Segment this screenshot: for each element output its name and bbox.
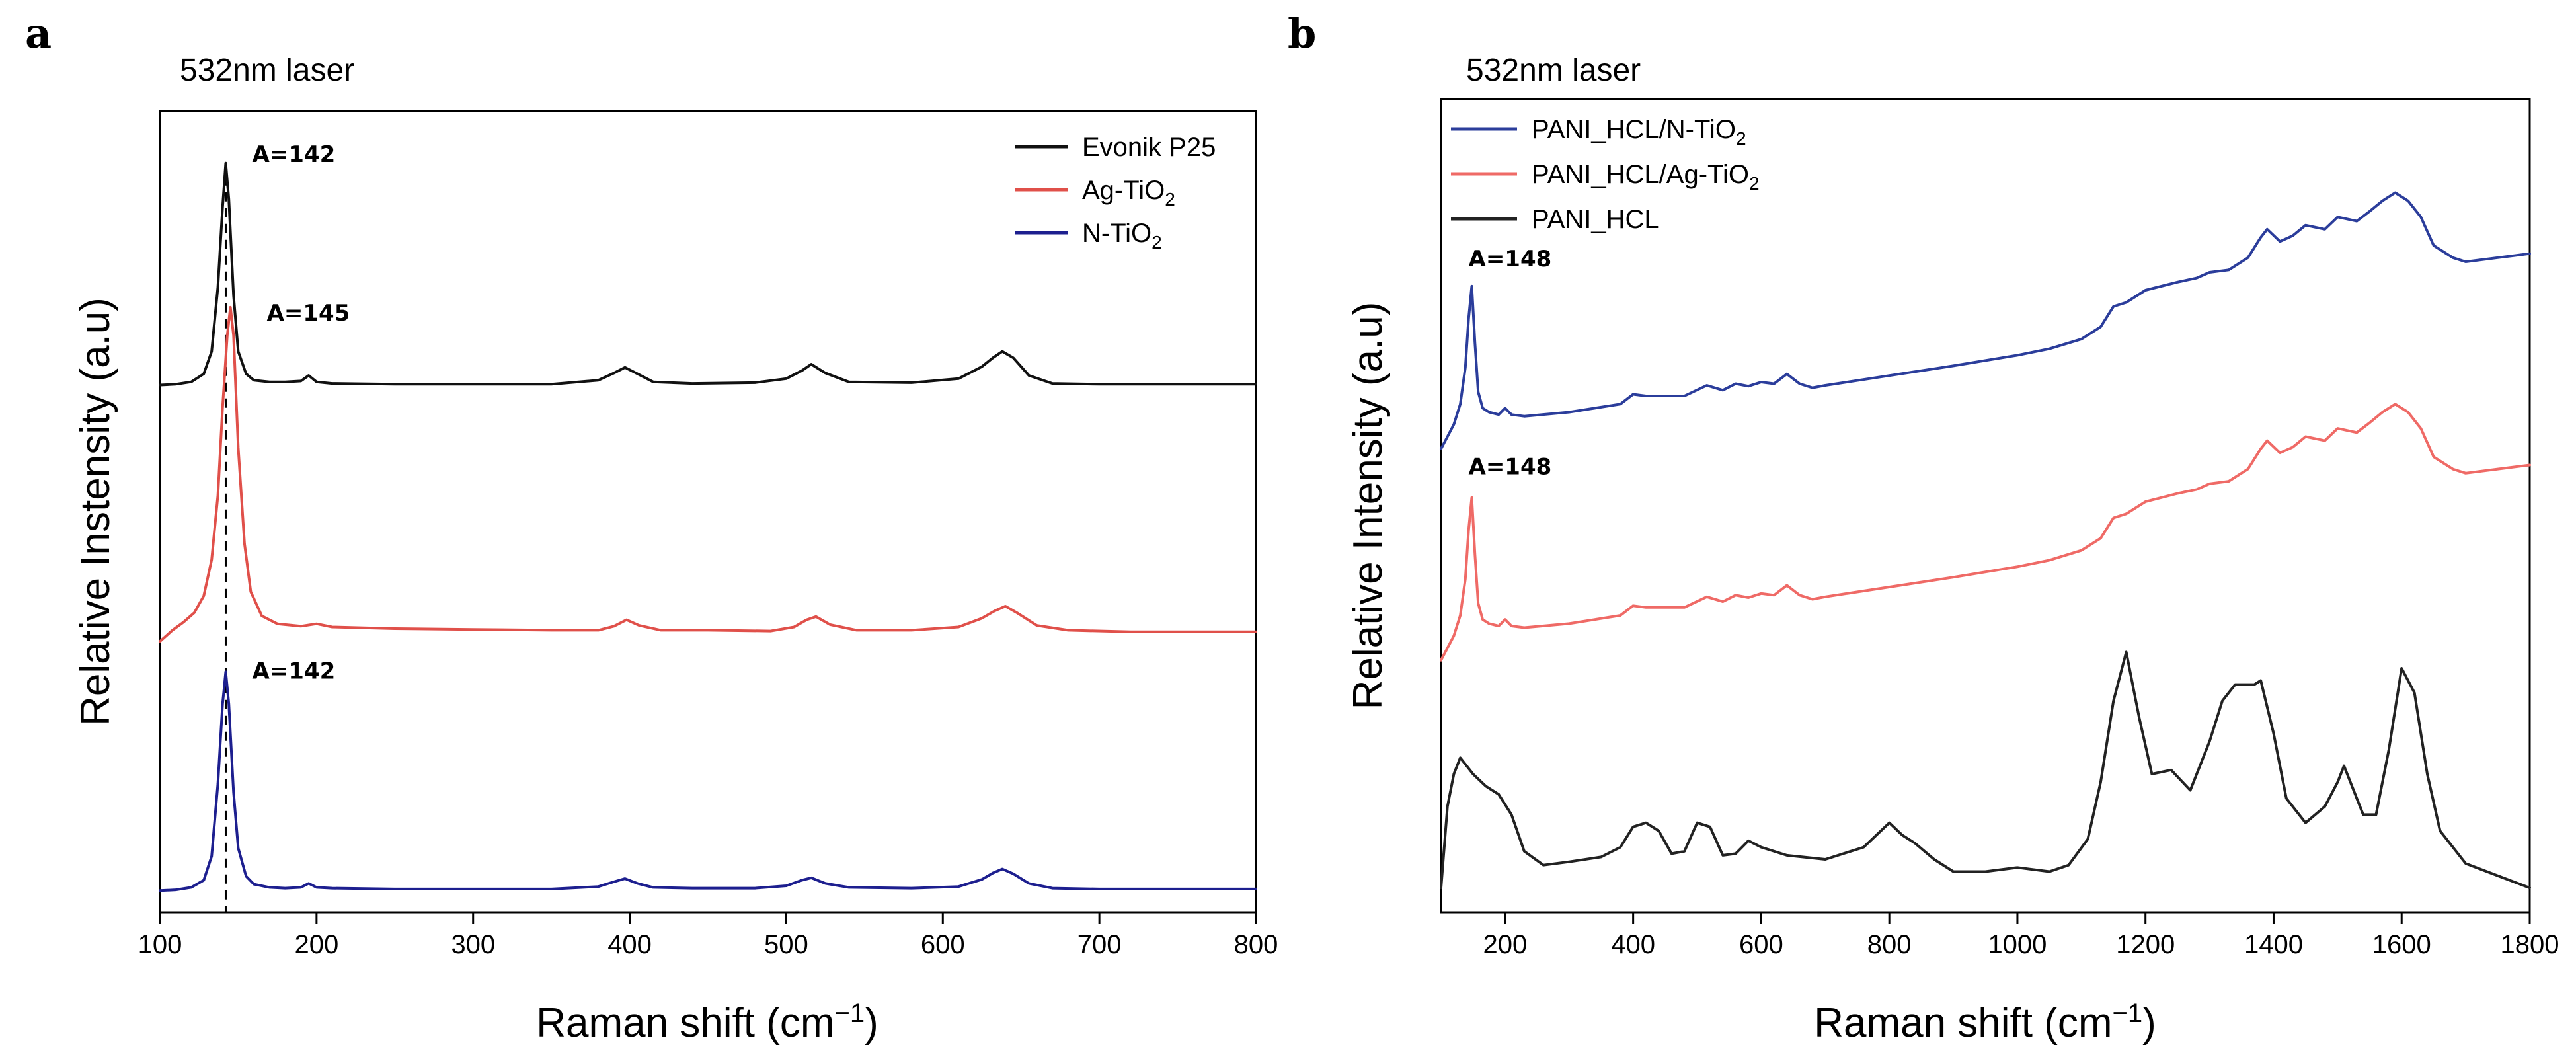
x-tick-label: 100 xyxy=(138,930,182,959)
panel-a-x-axis-title: Raman shift (cm−1) xyxy=(536,999,878,1046)
series-line-pani-hcl xyxy=(1440,650,2531,890)
panel-a-x-ticks: 100 200 300 400 500 600 700 800 xyxy=(138,912,1278,959)
panel-b-annotations: A=148 A=148 xyxy=(1469,246,1552,481)
x-tick-label: 500 xyxy=(764,930,808,959)
series-line-ag-tio2 xyxy=(159,305,1257,643)
panel-b-x-axis-title: Raman shift (cm−1) xyxy=(1814,999,2156,1046)
panel-a: a 532nm laser 100 200 300 400 500 600 700 800 A… xyxy=(25,9,1278,1046)
peak-annotation: A=142 xyxy=(252,141,335,168)
panel-a-series xyxy=(159,161,1257,892)
x-tick-label: 400 xyxy=(1611,930,1655,959)
x-tick-label: 1600 xyxy=(2372,930,2431,959)
panel-b-y-axis-title: Relative Intensity (a.u) xyxy=(1345,302,1391,710)
panel-b-plot-frame xyxy=(1440,98,2531,914)
x-tick-label: 800 xyxy=(1234,930,1278,959)
panel-a-annotations: A=142 A=145 A=142 xyxy=(252,141,350,685)
x-tick-label: 1000 xyxy=(1988,930,2047,959)
panel-b: b 532nm laser 200 400 600 800 1000 1200 1400 16… xyxy=(1288,9,2559,1046)
panel-a-plot-frame xyxy=(159,110,1257,914)
x-tick-label: 200 xyxy=(294,930,338,959)
panel-b-letter: b xyxy=(1288,9,1316,58)
x-tick-label: 1800 xyxy=(2501,930,2559,959)
x-tick-label: 600 xyxy=(921,930,965,959)
panel-a-legend: Evonik P25 Ag-TiO2 N-TiO2 xyxy=(1015,133,1216,253)
legend-label: PANI_HCL/N-TiO2 xyxy=(1532,115,1746,149)
panel-b-series xyxy=(1440,191,2531,890)
x-tick-label: 1200 xyxy=(2116,930,2175,959)
panel-b-laser-label: 532nm laser xyxy=(1466,53,1641,88)
peak-annotation: A=148 xyxy=(1469,454,1552,481)
x-tick-label: 300 xyxy=(451,930,495,959)
legend-label: N-TiO2 xyxy=(1082,219,1162,253)
panel-a-letter: a xyxy=(25,9,52,58)
legend-label: PANI_HCL xyxy=(1532,205,1659,234)
legend-label: Ag-TiO2 xyxy=(1082,176,1175,210)
peak-annotation: A=148 xyxy=(1469,246,1552,272)
panel-a-y-axis-title: Relative Instensity (a.u) xyxy=(73,297,118,726)
series-line-n-tio2 xyxy=(159,670,1257,892)
series-line-pani-hcl-n-tio2 xyxy=(1440,191,2531,450)
x-tick-label: 200 xyxy=(1483,930,1528,959)
peak-annotation: A=145 xyxy=(267,300,350,327)
x-tick-label: 700 xyxy=(1077,930,1122,959)
series-line-evonik-p25 xyxy=(159,161,1257,387)
panel-b-legend: PANI_HCL/N-TiO2 PANI_HCL/Ag-TiO2 PANI_HCL xyxy=(1451,115,1760,234)
x-tick-label: 400 xyxy=(607,930,652,959)
peak-annotation: A=142 xyxy=(252,658,335,684)
legend-label: PANI_HCL/Ag-TiO2 xyxy=(1532,160,1760,194)
x-tick-label: 600 xyxy=(1739,930,1783,959)
series-line-pani-hcl-ag-tio2 xyxy=(1440,403,2531,662)
legend-label: Evonik P25 xyxy=(1082,133,1216,162)
x-tick-label: 1400 xyxy=(2244,930,2303,959)
panel-b-x-ticks: 200 400 600 800 1000 1200 1400 1600 1800 xyxy=(1483,912,2559,959)
x-tick-label: 800 xyxy=(1867,930,1912,959)
panel-a-laser-label: 532nm laser xyxy=(180,53,354,88)
